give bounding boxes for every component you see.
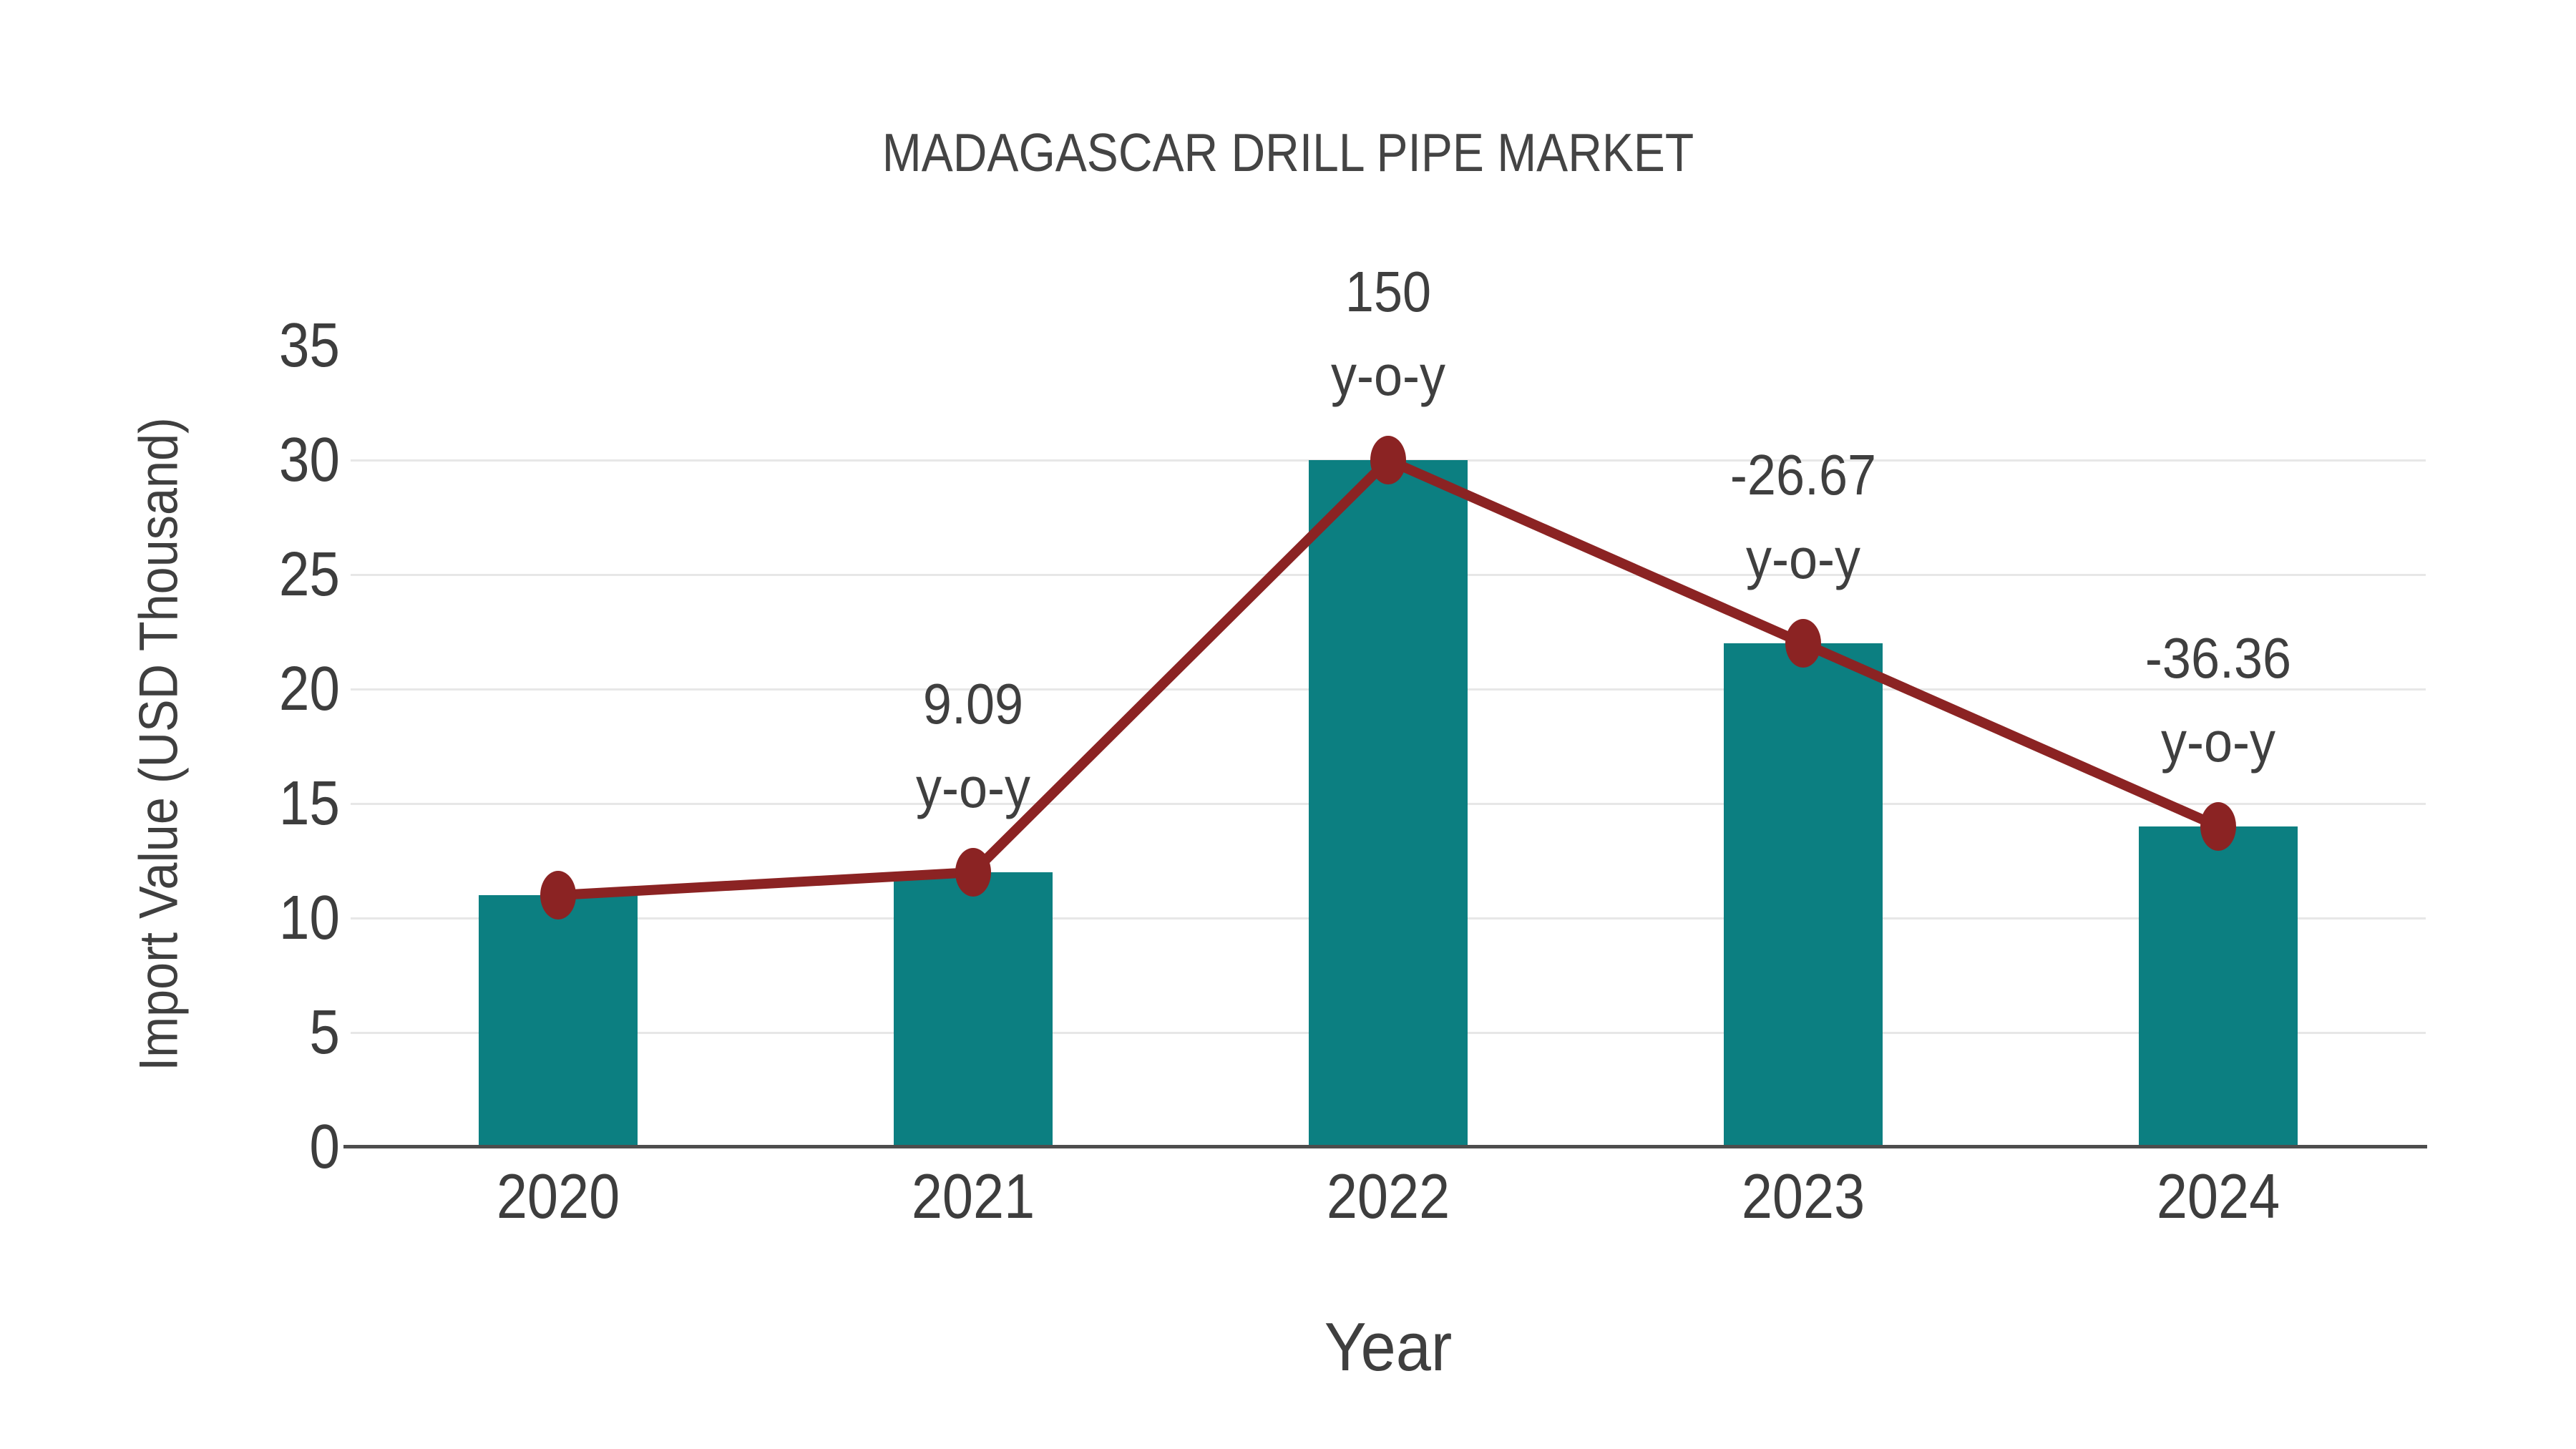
yoy-label: y-o-y (1330, 343, 1446, 407)
yoy-value: 150 (1345, 260, 1432, 323)
x-tick-label: 2021 (911, 1161, 1035, 1231)
data-point-marker (2200, 802, 2236, 851)
bar (1309, 460, 1468, 1147)
x-tick-label: 2024 (2156, 1161, 2280, 1231)
chart-title: MADAGASCAR DRILL PIPE MARKET (882, 122, 1694, 182)
x-axis-ticks: 2020 2021 2022 2023 2024 (351, 1163, 2426, 1235)
yoy-annotation: -26.67 y-o-y (1730, 433, 1876, 600)
data-point-marker (1785, 619, 1821, 668)
yoy-value: -36.36 (2145, 626, 2292, 690)
data-point-marker (540, 871, 576, 919)
x-axis-line (343, 1145, 2427, 1148)
y-tick-label: 10 (278, 883, 340, 952)
yoy-annotation: -36.36 y-o-y (2145, 616, 2291, 784)
yoy-annotation: 150 y-o-y (1331, 250, 1445, 417)
line-series (540, 436, 2236, 919)
y-tick-label: 20 (278, 654, 340, 723)
y-tick-label: 25 (278, 540, 340, 609)
data-point-marker (955, 848, 991, 897)
yoy-label: y-o-y (915, 756, 1031, 819)
x-tick-label: 2022 (1326, 1161, 1450, 1231)
y-tick-label: 35 (278, 311, 340, 380)
yoy-label: y-o-y (2160, 710, 2276, 774)
x-axis-label: Year (1324, 1309, 1453, 1385)
yoy-annotation: 9.09 y-o-y (916, 662, 1030, 829)
yoy-value: -26.67 (1729, 443, 1877, 507)
data-point-marker (1370, 436, 1406, 484)
x-tick-label: 2020 (496, 1161, 620, 1231)
bar (1724, 643, 1883, 1147)
y-axis-ticks: 0 5 10 15 20 25 30 35 (125, 313, 340, 1180)
bar (894, 872, 1053, 1147)
trend-line (557, 455, 2220, 900)
plot-area: 9.09 y-o-y 150 y-o-y -26.67 y-o-y -36.36 y-o-y (351, 260, 2426, 1147)
y-tick-label: 5 (309, 997, 340, 1067)
yoy-label: y-o-y (1745, 527, 1861, 590)
y-tick-label: 0 (309, 1112, 340, 1181)
bar (479, 895, 638, 1147)
bar (2139, 826, 2298, 1147)
y-tick-label: 15 (278, 769, 340, 838)
x-tick-label: 2023 (1741, 1161, 1865, 1231)
y-tick-label: 30 (278, 425, 340, 494)
yoy-value: 9.09 (922, 672, 1024, 736)
